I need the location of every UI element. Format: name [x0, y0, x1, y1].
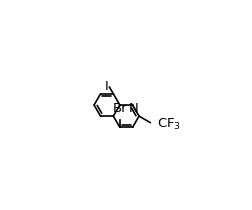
Text: N: N — [129, 102, 139, 115]
Text: Br: Br — [112, 102, 127, 115]
Text: I: I — [105, 80, 108, 93]
Text: CF$_3$: CF$_3$ — [157, 117, 181, 132]
